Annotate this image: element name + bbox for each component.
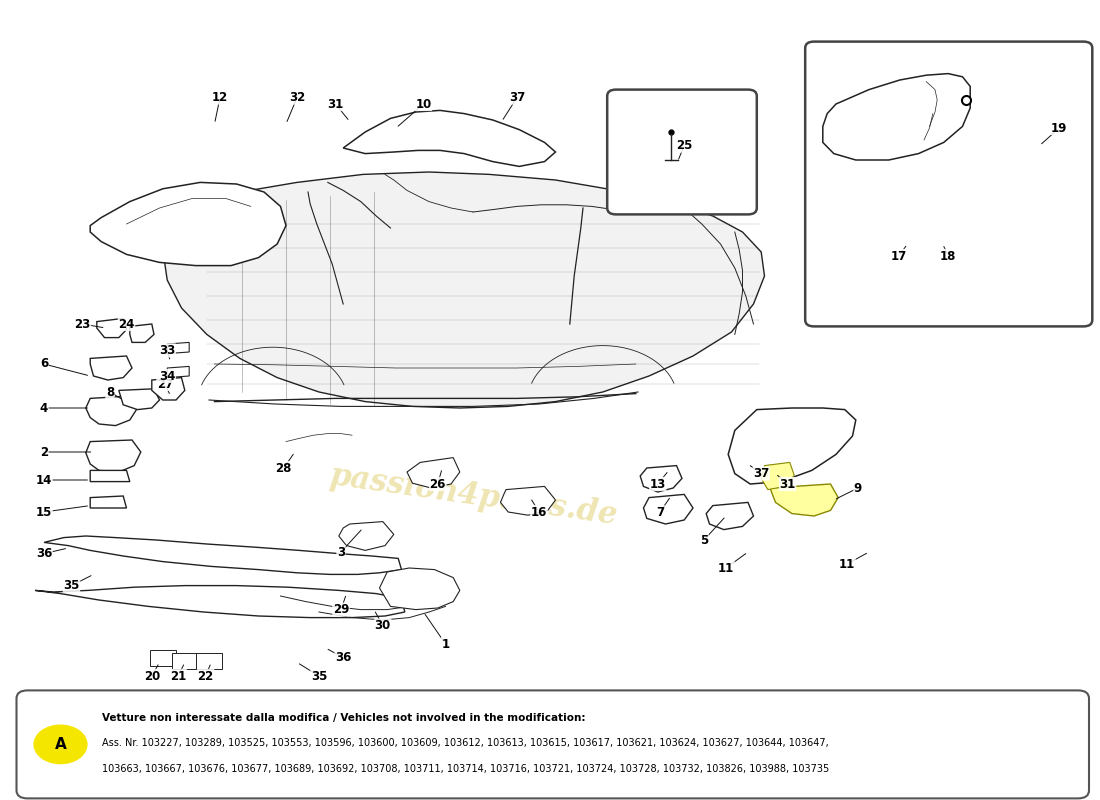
Polygon shape (172, 653, 198, 669)
Polygon shape (90, 356, 132, 380)
Text: 27: 27 (157, 378, 173, 390)
Text: 28: 28 (276, 462, 292, 474)
Polygon shape (644, 494, 693, 524)
Polygon shape (163, 172, 764, 408)
Polygon shape (150, 650, 176, 666)
Text: 30: 30 (375, 619, 390, 632)
Text: 37: 37 (509, 91, 525, 104)
Text: 36: 36 (36, 547, 52, 560)
Text: A: A (55, 737, 66, 752)
Polygon shape (770, 484, 838, 516)
FancyBboxPatch shape (607, 90, 757, 214)
Polygon shape (640, 466, 682, 492)
Text: 34: 34 (160, 370, 175, 382)
Text: 4: 4 (40, 402, 48, 414)
Text: 20: 20 (144, 670, 159, 682)
Text: Ass. Nr. 103227, 103289, 103525, 103553, 103596, 103600, 103609, 103612, 103613,: Ass. Nr. 103227, 103289, 103525, 103553,… (102, 738, 829, 749)
Text: 31: 31 (328, 98, 343, 110)
Text: 23: 23 (75, 318, 90, 330)
Polygon shape (44, 536, 402, 574)
Text: 35: 35 (64, 579, 79, 592)
Text: 24: 24 (119, 318, 134, 330)
Polygon shape (35, 586, 405, 618)
Text: 16: 16 (531, 506, 547, 518)
Text: 22: 22 (198, 670, 213, 682)
Polygon shape (152, 378, 185, 400)
Polygon shape (761, 462, 794, 490)
Polygon shape (90, 182, 286, 266)
Text: 31: 31 (780, 478, 795, 490)
Polygon shape (823, 74, 970, 160)
Text: 29: 29 (333, 603, 349, 616)
Text: 35: 35 (311, 670, 327, 682)
Text: 33: 33 (160, 344, 175, 357)
Text: 11: 11 (839, 558, 855, 570)
Text: 5: 5 (700, 534, 708, 546)
FancyBboxPatch shape (16, 690, 1089, 798)
Text: 36: 36 (336, 651, 351, 664)
Text: passion4parts.de: passion4parts.de (327, 461, 619, 531)
Circle shape (34, 725, 87, 763)
Polygon shape (500, 486, 556, 515)
Text: 12: 12 (212, 91, 228, 104)
FancyBboxPatch shape (805, 42, 1092, 326)
Text: 11: 11 (718, 562, 734, 574)
Text: 1: 1 (441, 638, 450, 650)
Polygon shape (119, 389, 160, 410)
Text: 103663, 103667, 103676, 103677, 103689, 103692, 103708, 103711, 103714, 103716, : 103663, 103667, 103676, 103677, 103689, … (102, 764, 829, 774)
Text: 18: 18 (940, 250, 956, 262)
Polygon shape (90, 496, 126, 508)
Text: 19: 19 (1052, 122, 1067, 134)
Text: 17: 17 (891, 250, 906, 262)
Text: 32: 32 (289, 91, 305, 104)
Polygon shape (130, 324, 154, 342)
Text: Vetture non interessate dalla modifica / Vehicles not involved in the modificati: Vetture non interessate dalla modifica /… (102, 713, 586, 723)
Polygon shape (196, 653, 222, 669)
Text: 15: 15 (36, 506, 52, 518)
Text: 9: 9 (854, 482, 862, 494)
Text: 21: 21 (170, 670, 186, 682)
Text: 25: 25 (676, 139, 692, 152)
Polygon shape (379, 568, 460, 610)
Text: 7: 7 (656, 506, 664, 518)
Text: 2: 2 (40, 446, 48, 458)
Polygon shape (728, 408, 856, 484)
Text: 26: 26 (430, 478, 446, 490)
Polygon shape (86, 440, 141, 472)
Polygon shape (90, 470, 130, 482)
Polygon shape (343, 110, 556, 166)
Text: 6: 6 (40, 358, 48, 370)
Text: 37: 37 (754, 467, 769, 480)
Polygon shape (86, 396, 138, 426)
Polygon shape (167, 342, 189, 354)
Polygon shape (339, 522, 394, 550)
Polygon shape (407, 458, 460, 488)
Polygon shape (97, 318, 126, 338)
Polygon shape (167, 366, 189, 378)
Text: 14: 14 (36, 474, 52, 486)
Text: 10: 10 (416, 98, 431, 110)
Text: 3: 3 (337, 546, 345, 558)
Polygon shape (706, 502, 754, 530)
Text: 13: 13 (650, 478, 666, 490)
Text: 8: 8 (106, 386, 114, 398)
